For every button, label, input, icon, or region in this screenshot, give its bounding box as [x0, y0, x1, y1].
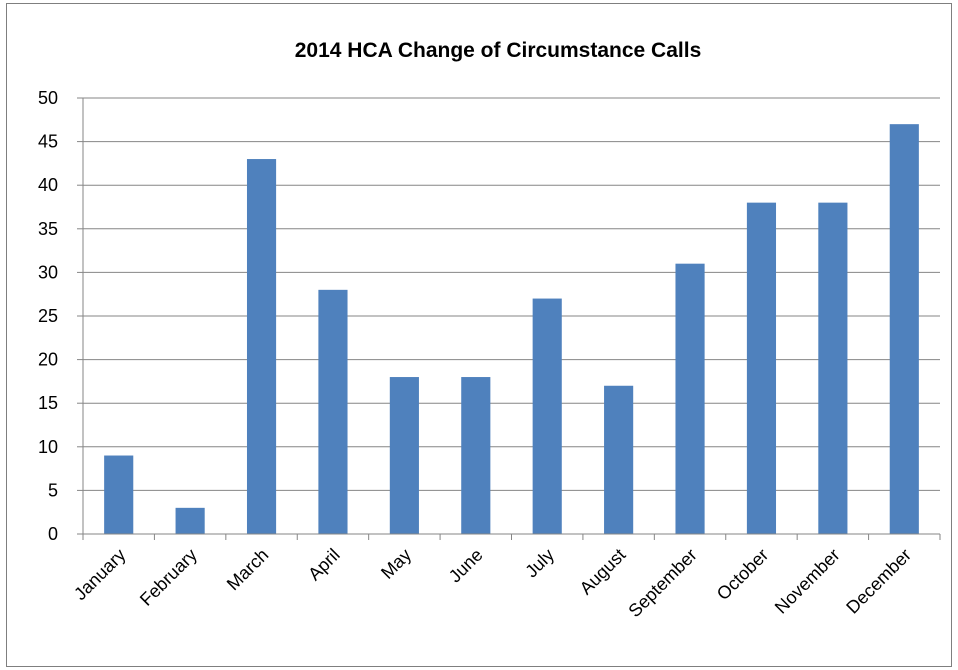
bar-december — [889, 124, 919, 534]
y-tick-label: 50 — [38, 88, 58, 108]
x-tick-label: August — [576, 545, 630, 599]
y-tick-label: 20 — [38, 350, 58, 370]
x-tick-label: March — [223, 545, 273, 595]
bar-june — [461, 377, 491, 534]
x-axis-ticks: January February March April May June July Augu… — [70, 545, 915, 621]
x-tick-label: October — [713, 545, 772, 604]
x-tick-label: May — [377, 545, 415, 583]
bar-november — [818, 202, 848, 534]
y-tick-label: 30 — [38, 262, 58, 282]
x-tick-label: February — [136, 545, 201, 610]
gridlines — [83, 97, 940, 491]
bar-august — [604, 385, 634, 534]
bar-october — [746, 202, 777, 534]
x-tick-label: September — [624, 545, 700, 621]
bar-january — [104, 455, 134, 534]
bar-may — [389, 377, 419, 534]
chart-frame — [6, 3, 952, 667]
bars — [104, 124, 919, 535]
y-tick-label: 10 — [38, 437, 58, 457]
x-tick-label: June — [445, 545, 487, 587]
y-tick-label: 35 — [38, 219, 58, 239]
x-tick-label: July — [521, 545, 558, 582]
x-tick-label: November — [771, 545, 844, 618]
bar-march — [246, 159, 277, 535]
y-tick-label: 0 — [48, 524, 58, 544]
x-tick-label: April — [304, 545, 344, 585]
y-tick-label: 45 — [38, 132, 58, 152]
bar-september — [675, 263, 705, 534]
y-tick-label: 5 — [48, 480, 58, 500]
y-tick-label: 40 — [38, 175, 58, 195]
y-axis-ticks: 0 5 10 15 20 25 30 35 40 45 50 — [38, 88, 58, 544]
axes — [77, 97, 941, 540]
bar-april — [318, 289, 348, 534]
x-tick-label: December — [842, 545, 915, 618]
y-tick-label: 15 — [38, 393, 58, 413]
bar-february — [175, 507, 205, 534]
bar-july — [532, 298, 562, 534]
x-tick-label: January — [70, 545, 129, 604]
chart-title: 2014 HCA Change of Circumstance Calls — [295, 39, 702, 62]
y-tick-label: 25 — [38, 306, 58, 326]
